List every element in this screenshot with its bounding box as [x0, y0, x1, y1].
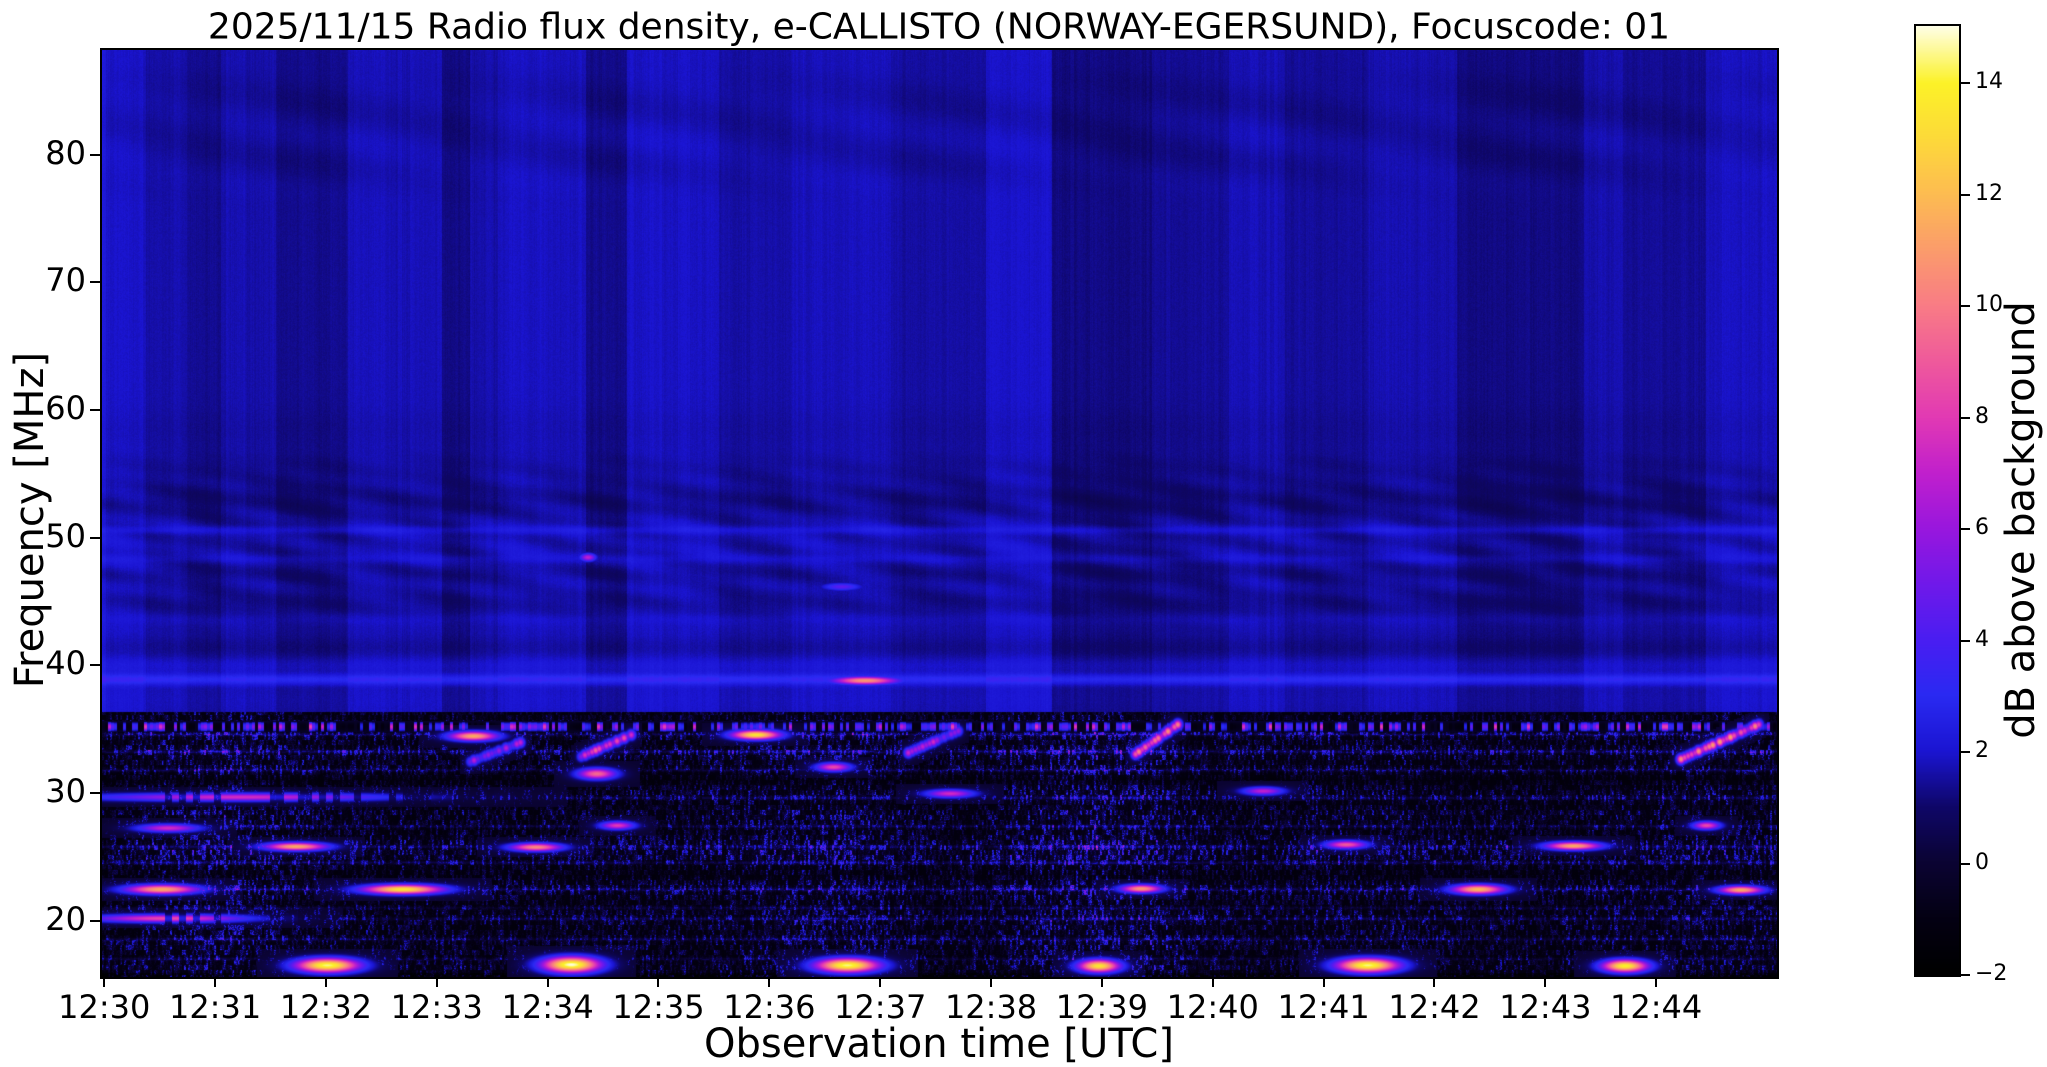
x-tick-label: 12:31	[168, 988, 262, 1026]
y-axis-label: Frequency [MHz]	[7, 351, 53, 689]
x-tick-label: 12:38	[944, 988, 1038, 1026]
colorbar-tick-label: −2	[1975, 961, 2008, 986]
colorbar-tick-mark	[1961, 974, 1970, 976]
x-axis-label: Observation time [UTC]	[704, 1021, 1174, 1067]
colorbar-tick-mark	[1961, 305, 1970, 308]
x-tick-label: 12:42	[1388, 988, 1481, 1026]
colorbar-tick-mark	[1961, 416, 1970, 419]
x-tick-label: 12:34	[501, 988, 594, 1026]
x-tick-mark	[990, 977, 993, 987]
x-tick-mark	[435, 977, 438, 987]
x-tick-mark	[1211, 977, 1214, 987]
x-tick-label: 12:44	[1610, 988, 1703, 1026]
x-tick-label: 12:36	[723, 988, 816, 1026]
x-tick-label: 12:43	[1499, 988, 1592, 1026]
y-tick-label: 60	[45, 389, 86, 428]
colorbar-tick-mark	[1961, 193, 1970, 196]
colorbar-label: dB above background	[1998, 301, 2044, 739]
x-tick-label: 12:39	[1055, 988, 1148, 1026]
x-tick-mark	[1544, 977, 1547, 987]
y-tick-mark	[90, 792, 100, 795]
colorbar-tick-label: 2	[1975, 738, 1989, 764]
x-tick-label: 12:33	[390, 988, 483, 1026]
y-tick-label: 30	[45, 772, 86, 811]
spectrogram-canvas	[102, 50, 1777, 977]
colorbar-frame	[1914, 24, 1961, 977]
colorbar-tick-label: 14	[1975, 69, 2003, 95]
x-tick-mark	[1433, 977, 1436, 987]
x-tick-mark	[1655, 977, 1658, 987]
x-tick-mark	[103, 977, 106, 987]
y-tick-label: 40	[45, 644, 86, 683]
x-tick-mark	[1322, 977, 1325, 987]
x-tick-mark	[657, 977, 660, 987]
colorbar-tick-label: 0	[1975, 849, 1989, 875]
colorbar-tick-label: 6	[1975, 515, 1989, 541]
colorbar-tick-label: 8	[1975, 403, 1989, 429]
colorbar-tick-mark	[1961, 639, 1970, 642]
x-tick-mark	[879, 977, 882, 987]
x-tick-mark	[546, 977, 549, 987]
colorbar-tick-mark	[1961, 862, 1970, 865]
x-tick-label: 12:37	[834, 988, 927, 1026]
colorbar-tick-label: 10	[1975, 292, 2003, 318]
x-tick-label: 12:35	[612, 988, 705, 1026]
x-tick-label: 12:30	[58, 988, 151, 1026]
y-tick-label: 20	[45, 899, 86, 938]
y-tick-mark	[90, 919, 100, 922]
colorbar-tick-mark	[1961, 82, 1970, 85]
colorbar-tick-mark	[1961, 528, 1970, 531]
colorbar-tick-label: 4	[1975, 626, 1989, 652]
y-tick-mark	[90, 536, 100, 539]
colorbar-tick-label: 12	[1975, 180, 2003, 206]
x-tick-label: 12:41	[1277, 988, 1370, 1026]
y-tick-mark	[90, 153, 100, 156]
x-tick-mark	[214, 977, 217, 987]
colorbar-tick-mark	[1961, 751, 1970, 754]
x-tick-label: 12:32	[279, 988, 373, 1026]
x-tick-label: 12:40	[1166, 988, 1259, 1026]
x-tick-mark	[324, 977, 327, 987]
y-tick-label: 70	[45, 261, 86, 300]
y-tick-mark	[90, 281, 100, 284]
plot-frame	[100, 48, 1779, 979]
y-tick-mark	[90, 409, 100, 412]
colorbar-canvas	[1916, 26, 1959, 975]
y-tick-mark	[90, 664, 100, 667]
y-tick-label: 50	[45, 516, 86, 555]
x-tick-mark	[768, 977, 771, 987]
x-tick-mark	[1100, 977, 1103, 987]
y-tick-label: 80	[45, 133, 86, 172]
chart-title: 2025/11/15 Radio flux density, e-CALLIST…	[207, 6, 1671, 48]
